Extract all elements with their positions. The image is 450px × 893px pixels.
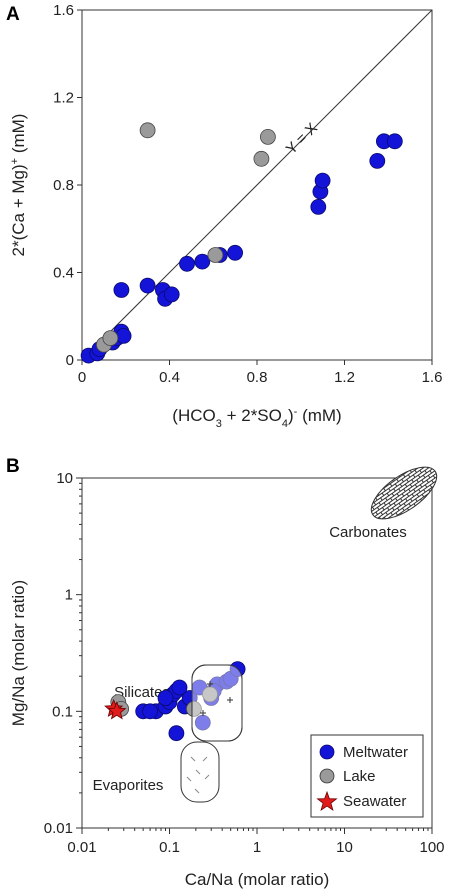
panel-a-meltwater-point <box>369 152 386 169</box>
legend-meltwater-label: Meltwater <box>343 744 408 761</box>
panel-b-meltwater-point <box>171 679 188 696</box>
panel-a-y-axis-label: 2*(Ca + Mg)+ (mM) <box>9 114 28 257</box>
one-to-one-label: Y = X <box>283 120 321 158</box>
panel-b-label: B <box>6 456 20 477</box>
panel-a-y-tick-label: 0.4 <box>53 265 74 282</box>
panel-a-meltwater-point <box>310 198 327 215</box>
panel-b-x-axis-label: Ca/Na (molar ratio) <box>185 870 330 889</box>
panel-b-x-tick-label: 100 <box>419 839 444 856</box>
panel-a-lake-point <box>259 128 276 145</box>
panel-a-points <box>80 122 403 364</box>
panel-b-ticks: 0.01 0.1 1 10 100 0.01 0.1 1 10 <box>44 470 445 856</box>
panel-a-plot-frame <box>81 9 433 361</box>
panel-b-y-tick-label: 10 <box>56 470 73 487</box>
legend-seawater-marker <box>316 790 338 812</box>
panel-b-seawater-point <box>107 701 127 720</box>
panel-a-lake-point <box>207 247 224 263</box>
evaporites-label: Evaporites <box>93 777 164 794</box>
panel-a-x-tick-label: 0.8 <box>247 369 268 386</box>
carbonates-label: Carbonates <box>329 524 407 541</box>
panel-b-meltwater-point <box>168 725 185 742</box>
panel-a-meltwater-point <box>194 253 211 270</box>
legend: Meltwater Lake Seawater <box>310 734 424 818</box>
panel-b-meltwater-point <box>157 690 174 706</box>
panel-b-x-tick-label: 0.01 <box>67 839 96 856</box>
panel-b-lake-point <box>185 701 202 717</box>
panel-b-meltwater-point <box>142 703 159 720</box>
panel-b-y-tick-label: 1 <box>65 587 73 604</box>
panel-a-y-tick-label: 0.8 <box>53 177 74 194</box>
one-to-one-line <box>81 9 433 361</box>
panel-a-label: A <box>6 4 20 25</box>
silicates-overlay <box>191 664 243 742</box>
panel-a-x-axis-label: (HCO3 + 2*SO4)- (mM) <box>172 406 341 430</box>
panel-a-meltwater-point <box>179 255 195 272</box>
panel-b-x-tick-label: 10 <box>336 839 353 856</box>
panel-a-meltwater-point <box>227 244 244 261</box>
panel-a-x-tick-label: 1.2 <box>334 369 355 386</box>
panel-a-meltwater-point <box>314 172 331 189</box>
panel-b-y-tick-label: 0.01 <box>44 820 73 837</box>
panel-a-x-tick-label: 0.4 <box>159 369 180 386</box>
panel-b-x-tick-label: 0.1 <box>159 839 180 856</box>
panel-b-plot-frame <box>81 477 433 829</box>
panel-a-ticks: 0 0.4 0.8 1.2 1.6 0 0.4 0.8 1.2 1.6 <box>53 2 442 386</box>
panel-a-x-tick-label: 1.6 <box>422 369 443 386</box>
silicates-crosses <box>200 681 233 716</box>
panel-a-y-tick-label: 0 <box>66 352 74 369</box>
legend-lake-label: Lake <box>343 768 376 785</box>
panel-a-meltwater-point <box>139 277 156 294</box>
panel-a-meltwater-point <box>115 327 132 344</box>
panel-a-meltwater-point <box>163 286 180 303</box>
legend-seawater-label: Seawater <box>343 793 406 810</box>
panel-a-y-tick-label: 1.2 <box>53 90 74 107</box>
carbonates-region <box>370 466 438 520</box>
evaporites-region <box>180 741 220 803</box>
panel-a-lake-point <box>102 330 119 347</box>
panel-a-lake-point <box>139 122 156 139</box>
legend-lake-marker <box>319 768 335 784</box>
panel-a-lake-point <box>253 150 270 167</box>
panel-b-x-tick-label: 1 <box>253 839 261 856</box>
silicates-label: Silicates <box>114 684 170 701</box>
panel-a-meltwater-point <box>386 133 403 150</box>
evaporites-hatching <box>186 756 210 794</box>
panel-a-x-tick-label: 0 <box>78 369 86 386</box>
panel-b-y-tick-label: 0.1 <box>52 703 73 720</box>
panel-a-meltwater-point <box>113 282 130 298</box>
legend-meltwater-marker <box>319 744 335 760</box>
panel-b-y-axis-label: Mg/Na (molar ratio) <box>9 580 28 726</box>
panel-a-y-tick-label: 1.6 <box>53 2 74 19</box>
